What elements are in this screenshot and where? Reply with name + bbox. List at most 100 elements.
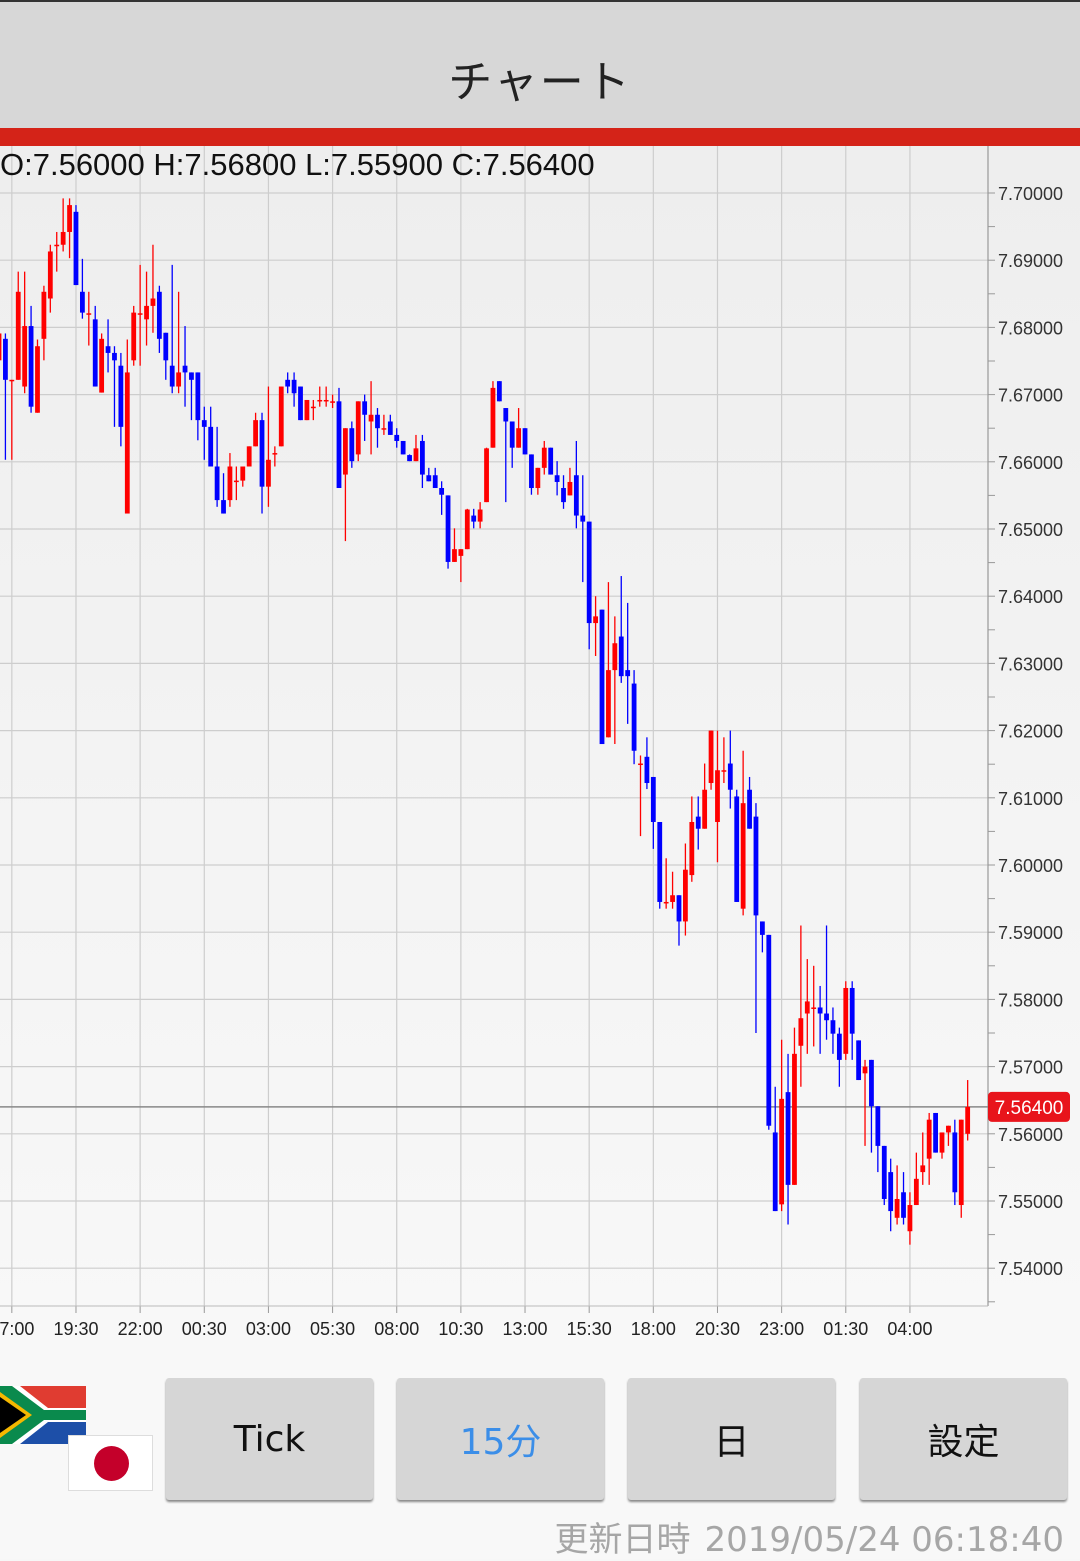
candle bbox=[792, 1027, 797, 1185]
candle-body bbox=[753, 816, 759, 916]
candle bbox=[118, 352, 124, 447]
candle-body bbox=[47, 251, 53, 299]
candle-body bbox=[432, 475, 438, 489]
candle-body bbox=[567, 481, 573, 496]
candle bbox=[336, 387, 342, 489]
candle-body bbox=[869, 1059, 874, 1107]
candle bbox=[323, 386, 329, 407]
candle bbox=[426, 467, 432, 482]
candle-body bbox=[561, 488, 566, 503]
candle bbox=[573, 440, 579, 529]
candle-body bbox=[169, 365, 175, 387]
candle-body bbox=[176, 372, 182, 387]
candle bbox=[683, 843, 688, 936]
candle-body bbox=[54, 244, 60, 247]
candle bbox=[913, 1152, 919, 1206]
candle-body bbox=[625, 670, 631, 677]
candle-body bbox=[144, 305, 149, 320]
candle-body bbox=[612, 643, 618, 671]
candle bbox=[612, 616, 618, 745]
candle-body bbox=[336, 401, 342, 489]
candle-body bbox=[362, 401, 368, 415]
candle-body bbox=[548, 447, 554, 475]
candle-body bbox=[856, 1040, 862, 1081]
candle bbox=[41, 285, 47, 361]
candle-body bbox=[28, 326, 34, 407]
candle-body bbox=[503, 408, 509, 422]
candle-body bbox=[285, 379, 291, 387]
candle bbox=[394, 428, 400, 448]
candle bbox=[907, 1192, 913, 1245]
candle-body bbox=[112, 352, 117, 361]
daily-button[interactable]: 日 bbox=[628, 1378, 835, 1500]
candle bbox=[766, 934, 772, 1130]
candle bbox=[156, 285, 162, 353]
settings-button[interactable]: 設定 bbox=[860, 1378, 1067, 1500]
y-tick-label: 7.69000 bbox=[998, 251, 1063, 271]
candle bbox=[169, 264, 175, 394]
candle-body bbox=[920, 1165, 926, 1173]
candle-body bbox=[349, 428, 355, 462]
candle-body bbox=[541, 447, 547, 468]
candle-body bbox=[836, 1033, 842, 1060]
candle bbox=[464, 508, 470, 550]
candle-body bbox=[952, 1132, 958, 1193]
candle-body bbox=[670, 895, 675, 902]
candle-body bbox=[240, 466, 246, 481]
south-africa-flag-icon bbox=[0, 1386, 86, 1444]
candle-body bbox=[41, 291, 47, 339]
candle bbox=[407, 454, 412, 462]
candle bbox=[375, 408, 380, 448]
candle bbox=[9, 379, 15, 460]
candle-body bbox=[137, 313, 143, 315]
tick-button[interactable]: Tick bbox=[166, 1378, 373, 1500]
candle bbox=[124, 339, 130, 514]
y-tick-label: 7.54000 bbox=[998, 1259, 1063, 1279]
candle bbox=[695, 796, 701, 850]
candle-body bbox=[849, 987, 855, 1034]
candle bbox=[330, 394, 335, 409]
candle bbox=[849, 981, 855, 1060]
candle-body bbox=[400, 440, 406, 455]
candle-body bbox=[471, 515, 477, 522]
candle bbox=[541, 440, 547, 475]
candle bbox=[445, 495, 451, 569]
x-tick-label: 17:00 bbox=[0, 1319, 34, 1339]
candle bbox=[484, 447, 489, 503]
candle-body bbox=[875, 1106, 881, 1146]
candle-body bbox=[99, 338, 105, 393]
candle bbox=[419, 434, 425, 489]
candle-body bbox=[926, 1119, 932, 1159]
candle bbox=[920, 1132, 926, 1185]
candle bbox=[727, 730, 733, 809]
candle-body bbox=[830, 1020, 836, 1034]
candle-body bbox=[804, 1001, 810, 1014]
candle-body bbox=[759, 921, 765, 935]
candle bbox=[253, 412, 258, 447]
candle-body bbox=[298, 386, 303, 421]
candle bbox=[266, 386, 271, 507]
y-tick-label: 7.65000 bbox=[998, 520, 1063, 540]
candle bbox=[644, 737, 650, 790]
candle bbox=[856, 1040, 862, 1081]
candle-body bbox=[394, 434, 400, 441]
candle-body bbox=[323, 399, 329, 402]
candle-body bbox=[195, 372, 201, 421]
candlestick-chart[interactable]: 7.70000 7.69000 7.68000 7.67000 7.66000 7.650… bbox=[0, 146, 1080, 1345]
candle-body bbox=[715, 770, 720, 822]
candle-body bbox=[907, 1205, 913, 1232]
candle-body bbox=[304, 399, 310, 421]
interval-15min-button[interactable]: 15分 bbox=[397, 1378, 604, 1500]
candle-body bbox=[785, 1092, 791, 1185]
candle-body bbox=[939, 1132, 945, 1153]
candle-body bbox=[60, 231, 66, 245]
candle-body bbox=[35, 346, 40, 413]
y-tick-label: 7.62000 bbox=[998, 722, 1063, 742]
candle bbox=[721, 737, 727, 784]
candle bbox=[233, 466, 239, 501]
candle bbox=[67, 198, 72, 259]
candle-body bbox=[201, 420, 207, 427]
candle-body bbox=[426, 475, 432, 482]
candle bbox=[355, 401, 361, 462]
ohlc-readout: O:7.56000 H:7.56800 L:7.55900 C:7.56400 bbox=[0, 147, 595, 182]
